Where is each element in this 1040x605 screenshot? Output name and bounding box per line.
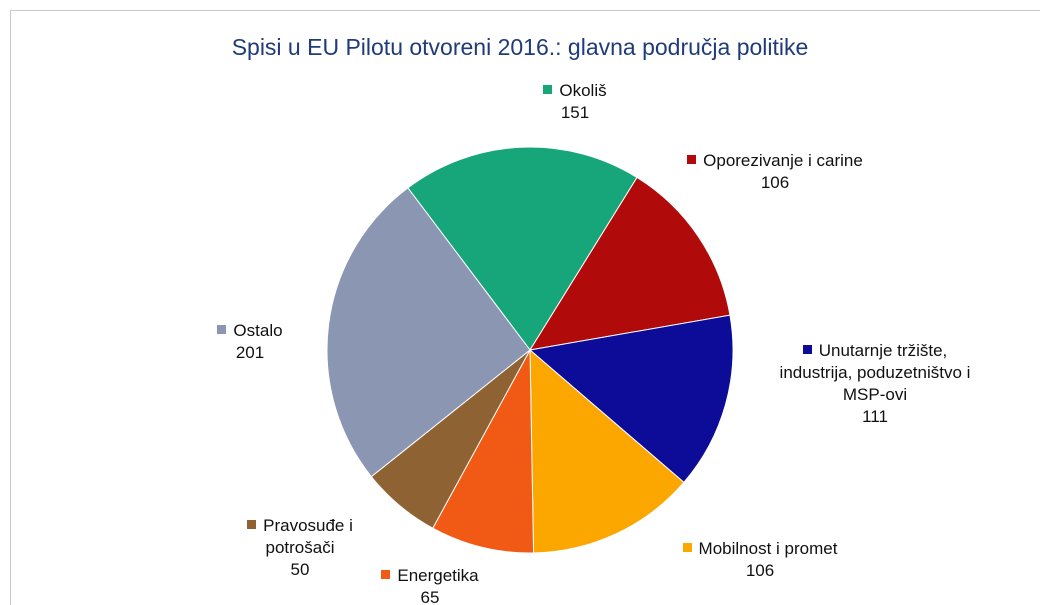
pie-slice bbox=[326, 187, 531, 478]
label-value: 50 bbox=[290, 560, 310, 579]
legend-swatch bbox=[802, 345, 812, 354]
label-value: 201 bbox=[235, 343, 265, 362]
label-name: Mobilnost i promet bbox=[640, 538, 880, 560]
label-value: 111 bbox=[862, 407, 888, 426]
legend-swatch bbox=[381, 570, 391, 579]
pie-slice bbox=[432, 348, 535, 554]
pie-slice bbox=[528, 314, 734, 484]
data-label: Energetika 65 bbox=[340, 565, 520, 605]
data-label: Mobilnost i promet 106 bbox=[640, 538, 880, 582]
category-name: Mobilnost i promet bbox=[698, 539, 838, 558]
label-name: Energetika bbox=[340, 565, 520, 587]
label-value: 65 bbox=[420, 588, 440, 605]
legend-swatch bbox=[217, 325, 227, 334]
data-label: Unutarnje tržište, industrija, poduzetni… bbox=[765, 340, 985, 428]
data-label: Oporezivanje i carine 106 bbox=[680, 150, 870, 194]
data-label: Ostalo 201 bbox=[170, 320, 330, 364]
pie-slice bbox=[528, 176, 731, 351]
category-name: Energetika bbox=[397, 566, 479, 585]
legend-swatch bbox=[682, 543, 692, 552]
legend-swatch bbox=[247, 520, 257, 529]
pie-slice bbox=[529, 348, 685, 554]
pie-slice bbox=[407, 146, 638, 351]
label-name: Pravosuđe i potrošači bbox=[225, 515, 375, 559]
legend-swatch bbox=[543, 85, 553, 94]
chart-frame bbox=[10, 10, 1040, 605]
label-name: Okoliš bbox=[475, 80, 675, 102]
label-name: Ostalo bbox=[170, 320, 330, 342]
category-name: Oporezivanje i carine bbox=[703, 151, 863, 170]
chart-title: Spisi u EU Pilotu otvoreni 2016.: glavna… bbox=[231, 34, 809, 60]
label-name: Oporezivanje i carine bbox=[680, 150, 870, 172]
data-label: Okoliš 151 bbox=[475, 80, 675, 124]
category-name: Pravosuđe i potrošači bbox=[263, 516, 353, 557]
category-name: Okoliš bbox=[559, 81, 607, 100]
legend-swatch bbox=[687, 155, 697, 164]
data-label: Pravosuđe i potrošači 50 bbox=[225, 515, 375, 581]
category-name: Unutarnje tržište, industrija, poduzetni… bbox=[779, 341, 971, 404]
label-value: 106 bbox=[760, 173, 790, 192]
label-name: Unutarnje tržište, industrija, poduzetni… bbox=[765, 340, 985, 406]
label-value: 151 bbox=[560, 103, 590, 122]
label-value: 106 bbox=[745, 561, 775, 580]
category-name: Ostalo bbox=[233, 321, 283, 340]
